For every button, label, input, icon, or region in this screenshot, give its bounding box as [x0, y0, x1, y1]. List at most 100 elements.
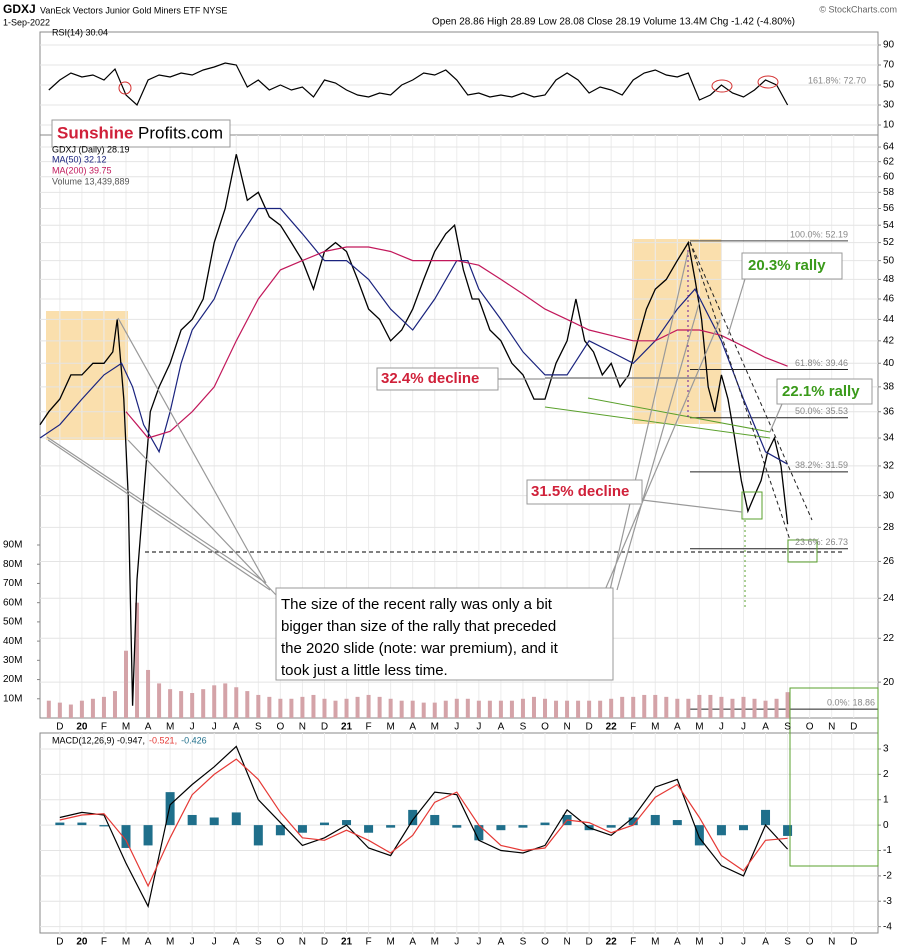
- bar: [465, 698, 470, 718]
- y-tick-label: 1: [883, 794, 889, 805]
- bar: [135, 602, 140, 718]
- bar: [46, 700, 51, 718]
- bar: [576, 700, 581, 718]
- fib-label: 0.0%: 18.86: [827, 698, 875, 708]
- logo-text: Profits.com: [138, 123, 223, 142]
- bar: [245, 691, 250, 718]
- bar: [565, 700, 570, 718]
- credit: © StockCharts.com: [819, 4, 897, 14]
- x-tick-label: O: [806, 937, 814, 948]
- bar: [179, 691, 184, 718]
- logo-text: Sunshine: [57, 123, 134, 142]
- bar: [642, 694, 647, 718]
- bar: [90, 698, 95, 718]
- bar: [366, 694, 371, 718]
- x-tick-label: M: [651, 937, 659, 948]
- x-tick-label: M: [166, 722, 174, 733]
- fib-label: 38.2%: 31.59: [795, 460, 848, 470]
- bar: [498, 700, 503, 718]
- x-tick-label: A: [409, 722, 416, 733]
- x-tick-label: D: [56, 937, 63, 948]
- bar: [256, 694, 261, 718]
- x-tick-label: D: [56, 722, 63, 733]
- bar: [399, 700, 404, 718]
- bar: [520, 698, 525, 718]
- bar: [783, 825, 793, 836]
- x-tick-label: J: [190, 937, 195, 948]
- bar: [476, 700, 481, 718]
- y2-tick-label: 30M: [3, 655, 22, 666]
- legend-entry: -0.521,: [149, 735, 177, 745]
- y-tick-label: 22: [883, 633, 895, 644]
- bar: [386, 825, 396, 828]
- price-panel: [39, 134, 879, 719]
- x-tick-label: N: [828, 937, 835, 948]
- bar: [209, 817, 219, 826]
- callout-text: 22.1% rally: [782, 383, 860, 400]
- y-tick-label: 30: [883, 100, 895, 111]
- legend-entry: Volume 13,439,889: [52, 176, 130, 186]
- bar: [101, 696, 106, 718]
- y2-tick-label: 10M: [3, 693, 22, 704]
- bar: [774, 698, 779, 718]
- bar: [99, 825, 109, 827]
- quote: Open 28.86 High 28.89 Low 28.08 Close 28…: [432, 17, 795, 28]
- note-line: bigger than size of the rally that prece…: [281, 618, 556, 635]
- x-tick-label: J: [741, 722, 746, 733]
- x-tick-label: D: [850, 722, 857, 733]
- bar: [650, 814, 660, 826]
- x-tick-label: D: [585, 722, 592, 733]
- trend-line: [689, 241, 791, 541]
- x-tick-label: J: [212, 937, 217, 948]
- x-tick-label: M: [122, 722, 130, 733]
- y-tick-label: 46: [883, 294, 895, 305]
- bar: [190, 693, 195, 718]
- y-tick-label: 3: [883, 744, 889, 755]
- bar: [785, 692, 790, 718]
- bar: [741, 696, 746, 718]
- y-tick-label: 0: [883, 820, 889, 831]
- bar: [187, 814, 197, 826]
- y-tick-label: 38: [883, 382, 895, 393]
- x-tick-label: N: [828, 722, 835, 733]
- series-line: [39, 154, 789, 706]
- bar: [333, 700, 338, 718]
- note-line: the 2020 slide (note: war premium), and …: [281, 640, 559, 657]
- x-tick-label: 20: [76, 722, 88, 733]
- x-tick-label: M: [386, 937, 394, 948]
- bar: [267, 696, 272, 718]
- fib-label: 161.8%: 72.70: [808, 75, 866, 85]
- bar: [344, 698, 349, 718]
- y-tick-label: 50: [883, 255, 895, 266]
- x-tick-label: 22: [606, 722, 618, 733]
- bar: [664, 696, 669, 718]
- x-tick-label: D: [850, 937, 857, 948]
- bar: [201, 689, 206, 718]
- bar: [55, 822, 65, 826]
- x-tick-label: N: [563, 937, 570, 948]
- callout-box: [526, 479, 643, 505]
- legend-entry: MA(50) 32.12: [52, 154, 107, 164]
- x-tick-label: J: [476, 722, 481, 733]
- x-tick-label: M: [166, 937, 174, 948]
- y-tick-label: 32: [883, 461, 895, 472]
- y2-tick-label: 20M: [3, 674, 22, 685]
- x-tick-label: A: [498, 937, 505, 948]
- fib-label: 61.8%: 39.46: [795, 358, 848, 368]
- bar: [620, 696, 625, 718]
- bar: [719, 696, 724, 718]
- x-tick-label: A: [762, 937, 769, 948]
- y2-tick-label: 90M: [3, 540, 22, 551]
- bar: [752, 698, 757, 718]
- x-tick-label: O: [276, 722, 284, 733]
- y-tick-label: 40: [883, 358, 895, 369]
- x-tick-label: N: [299, 937, 306, 948]
- bar: [319, 822, 329, 826]
- bar: [79, 700, 84, 718]
- bar: [606, 825, 616, 828]
- x-tick-label: F: [101, 722, 107, 733]
- y-tick-label: 56: [883, 203, 895, 214]
- series-line: [59, 758, 788, 888]
- callout-box: [741, 252, 843, 280]
- x-tick-label: S: [255, 937, 262, 948]
